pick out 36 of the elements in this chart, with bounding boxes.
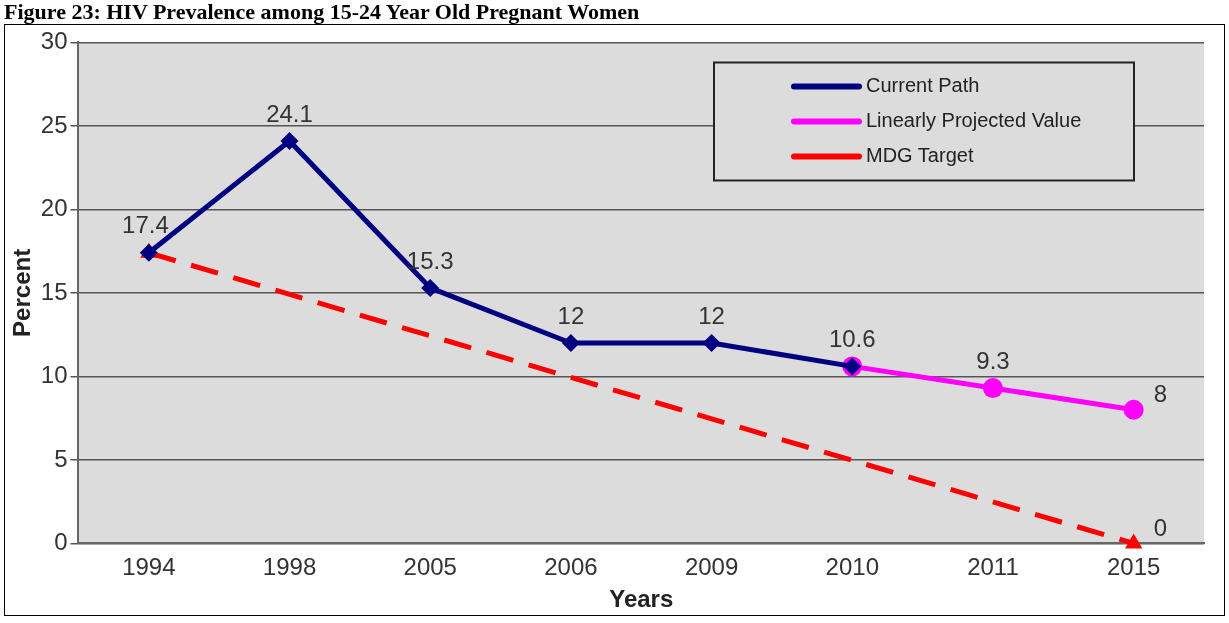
- data-label: 10.6: [828, 325, 876, 353]
- point: [982, 378, 1003, 399]
- data-label: 9.3: [976, 346, 1010, 374]
- point: [1123, 399, 1144, 420]
- y-tick-label: 20: [40, 194, 68, 222]
- x-tick-label: 2009: [684, 553, 739, 581]
- y-tick-label: 30: [40, 27, 68, 55]
- x-tick-label: 2006: [544, 553, 598, 581]
- y-tick-label: 5: [54, 444, 68, 472]
- data-label: 17.4: [122, 211, 169, 239]
- x-tick-label: 2015: [1106, 553, 1161, 581]
- x-axis-title: Years: [609, 585, 674, 613]
- legend-label: Current Path: [866, 73, 980, 96]
- point: [702, 334, 721, 352]
- point: [280, 131, 299, 150]
- legend-label: MDG Target: [866, 143, 974, 166]
- point: [561, 334, 580, 352]
- data-label: 12: [557, 301, 585, 329]
- x-tick-label: 2011: [967, 553, 1019, 581]
- legend-label: Linearly Projected Value: [866, 108, 1082, 131]
- x-tick-label: 1998: [262, 553, 317, 581]
- y-tick-label: 10: [40, 361, 68, 389]
- data-label: 12: [698, 301, 725, 329]
- y-tick-label: 25: [40, 110, 68, 138]
- data-label: 0: [1153, 514, 1168, 542]
- y-axis-title: Percent: [8, 248, 36, 337]
- point: [421, 278, 440, 297]
- x-tick-label: 1994: [122, 553, 176, 581]
- y-tick-label: 0: [54, 528, 68, 556]
- x-tick-label: 2005: [403, 553, 457, 581]
- x-tick-label: 2010: [825, 553, 879, 581]
- y-tick-label: 15: [40, 277, 68, 305]
- chart-title: Figure 23: HIV Prevalence among 15-24 Year Old Pregnant Women: [3, 0, 641, 24]
- data-label: 8: [1153, 380, 1168, 408]
- data-label: 24.1: [266, 99, 313, 127]
- data-label: 15.3: [406, 246, 454, 274]
